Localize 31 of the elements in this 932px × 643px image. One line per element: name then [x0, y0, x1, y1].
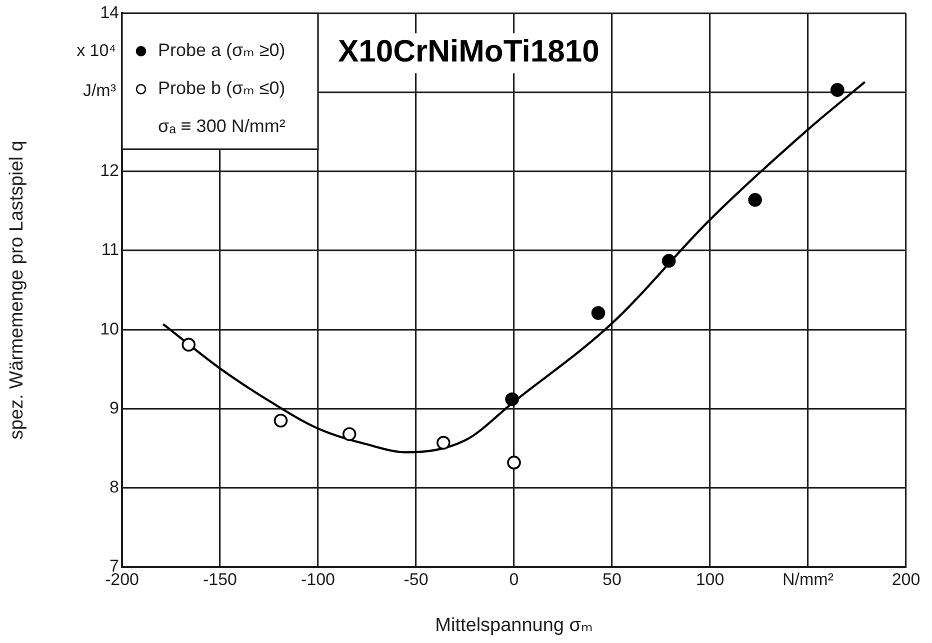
point: [274, 414, 288, 428]
y-tick-label: 9: [110, 398, 119, 418]
x-tick-label: 0: [509, 570, 519, 589]
y-tick-label: 8: [110, 478, 119, 497]
point: [591, 306, 606, 320]
y-axis-title: spez. Wärmemenge pro Lastspiel q: [6, 140, 28, 440]
y-tick-label: 12: [100, 161, 119, 180]
x-tick-label: 200: [892, 570, 920, 589]
x-tick-label: -100: [300, 570, 336, 589]
y-tick-label: 11: [101, 240, 119, 260]
point: [748, 193, 762, 207]
annotation: σₐ ≡ 300 N/mm²: [158, 116, 286, 136]
text: X10CrNiMoTi1810: [338, 34, 600, 69]
point: [182, 338, 196, 352]
text: x 10⁴ J/m³: [76, 40, 116, 100]
x-tick-label: -150: [202, 570, 238, 589]
x-tick-label: -50: [404, 570, 428, 589]
x-axis-title: Mittelspannung σₘ: [435, 614, 593, 636]
y-tick-label: 14: [100, 2, 119, 22]
y-tick-label: 10: [100, 319, 119, 338]
legend-label: Probe a (σₘ ≥0): [158, 40, 286, 60]
point: [662, 254, 676, 268]
x-tick-label: 100: [696, 570, 724, 589]
point: [507, 456, 521, 470]
point: [505, 392, 519, 406]
point: [342, 427, 356, 441]
point: [830, 83, 844, 97]
x-tick-label: N/mm²: [782, 570, 834, 589]
x-tick-label: 50: [602, 570, 622, 589]
legend-label: Probe b (σₘ ≤0): [158, 78, 286, 98]
point: [436, 436, 450, 450]
